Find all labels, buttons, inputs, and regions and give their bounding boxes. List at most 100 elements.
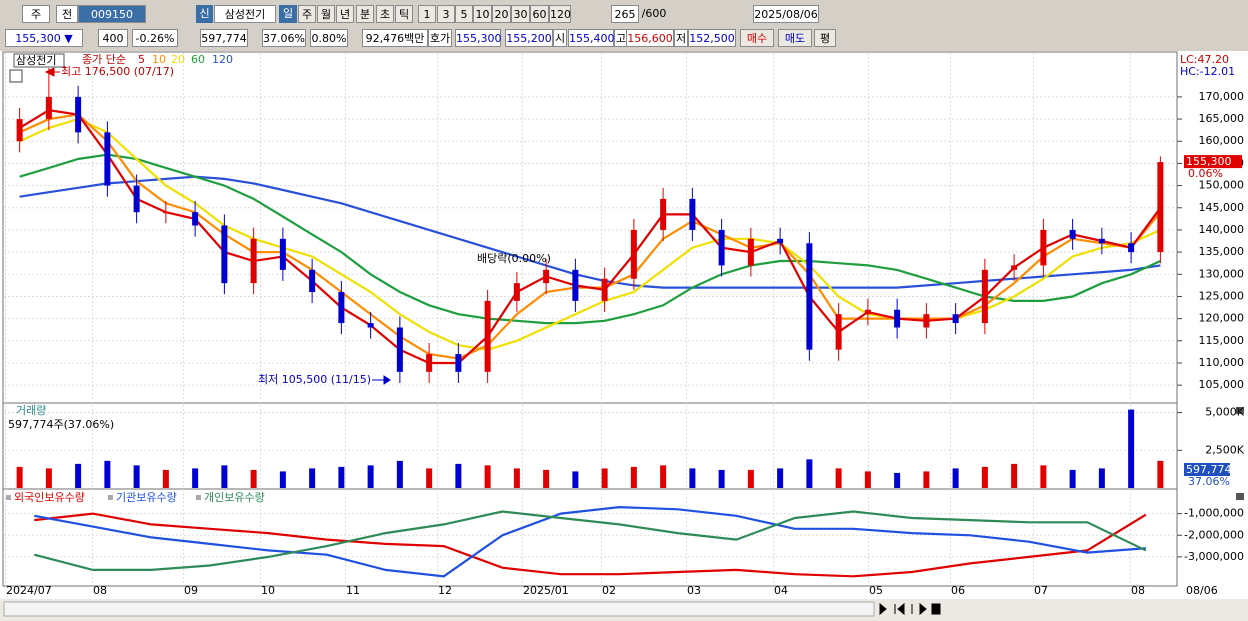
x-tick-label: 02 [602, 584, 616, 597]
volume-bar [835, 468, 842, 488]
series-line [34, 512, 1147, 578]
x-tick-label: 08/06 [1186, 584, 1218, 597]
legend-entry: 10 [152, 53, 166, 66]
volume-bar [367, 465, 374, 488]
toolbar-item: 0.80% [310, 29, 348, 47]
volume-bar [133, 465, 140, 488]
candle-body [630, 229, 637, 279]
volume-bar [484, 465, 491, 488]
x-tick-label: 11 [346, 584, 360, 597]
toolbar-item[interactable]: 매수 [740, 29, 774, 47]
toolbar-item[interactable]: 평 [814, 29, 836, 47]
toolbar-item[interactable]: 매도 [778, 29, 812, 47]
candle-body [45, 96, 52, 120]
toolbar-item[interactable]: 5 [455, 5, 473, 23]
toolbar-item[interactable]: 60 [530, 5, 549, 23]
volume-bar [660, 465, 667, 488]
candle-body [309, 269, 316, 293]
toolbar-item[interactable]: 틱 [395, 5, 413, 23]
toolbar-item[interactable]: 009150 [78, 5, 146, 23]
series-line [19, 109, 1162, 365]
low-arrow [372, 375, 391, 385]
toolbar-item: 호가 [428, 29, 452, 47]
toolbar-item: -0.26% [132, 29, 178, 47]
legend-swatch [196, 495, 201, 500]
volume-bar [104, 460, 111, 488]
toolbar-item[interactable]: 265 [611, 5, 639, 23]
lc-label: LC:47.20 [1180, 53, 1229, 66]
candle-body [484, 300, 491, 372]
candle-body [894, 309, 901, 328]
toolbar-item[interactable]: 주 [298, 5, 316, 23]
scroll-buttons[interactable] [879, 602, 941, 616]
annotation: 최저 105,500 (11/15) [258, 373, 371, 386]
toolbar-item: /600 [641, 7, 667, 20]
volume-bar [718, 469, 725, 488]
volume-bar [894, 472, 901, 488]
candle-body [513, 283, 520, 301]
toolbar-item[interactable]: 1 [418, 5, 436, 23]
volume-bar [75, 463, 82, 488]
last-price-box [1184, 155, 1242, 169]
volume-bar [162, 469, 169, 488]
toolbar-item: 92,476백만 [362, 29, 428, 47]
candle-body [718, 229, 725, 266]
x-tick-label: 09 [184, 584, 198, 597]
panel-button[interactable] [1236, 407, 1244, 414]
candle-body [747, 238, 754, 266]
toolbar-item[interactable]: 삼성전기 [214, 5, 276, 23]
toolbar-item[interactable]: 초 [376, 5, 394, 23]
scrollbar[interactable] [3, 601, 875, 617]
x-tick-label: 08 [1131, 584, 1145, 597]
volume-bar [221, 465, 228, 488]
toolbar-item[interactable]: 년 [336, 5, 354, 23]
volume-bar [45, 468, 52, 488]
toolbar-item: 152,500 [688, 29, 736, 47]
candle-body [1011, 265, 1018, 270]
table-icon[interactable] [9, 69, 23, 83]
x-tick-label: 10 [261, 584, 275, 597]
candle-body [192, 212, 199, 226]
candle-body [1098, 238, 1105, 244]
y-tick-label: 120,000 [1199, 312, 1245, 325]
y-tick-label: 2,500K [1205, 443, 1244, 456]
candle-body [1069, 229, 1076, 239]
candle-body [1040, 229, 1047, 266]
volume-bar [630, 466, 637, 488]
toolbar-item[interactable]: 주 [22, 5, 50, 23]
toolbar-item[interactable]: 일 [279, 5, 297, 23]
last-price: 155,300 [1186, 155, 1232, 168]
candle-body [16, 119, 23, 142]
toolbar-item: 155,300 [455, 29, 502, 47]
toolbar-item[interactable]: 10 [473, 5, 492, 23]
legend-entry: 개인보유수량 [204, 491, 265, 504]
toolbar-item[interactable]: 전 [56, 5, 78, 23]
y-tick-label: 170,000 [1199, 90, 1245, 103]
series-line [19, 175, 1161, 289]
candle-body [426, 354, 433, 372]
volume-bar [1040, 465, 1047, 488]
toolbar-item: 155,200 [505, 29, 553, 47]
last-change: 0.06% [1188, 167, 1223, 180]
toolbar-item[interactable]: 월 [317, 5, 335, 23]
toolbar-item[interactable]: 분 [356, 5, 374, 23]
candle-body [981, 269, 988, 324]
volume-bar [338, 466, 345, 488]
volume-bar [455, 463, 462, 488]
x-tick-label: 07 [1034, 584, 1048, 597]
x-tick-label: 05 [869, 584, 883, 597]
legend-entry: 기관보유수량 [116, 491, 177, 504]
y-tick-label: -2,000,000 [1184, 528, 1244, 541]
toolbar-item[interactable]: 20 [492, 5, 511, 23]
legend-entry: 120 [212, 53, 233, 66]
toolbar-item[interactable]: 30 [511, 5, 530, 23]
toolbar-item[interactable]: 2025/08/06 [753, 5, 819, 23]
toolbar-item[interactable]: 신 [196, 5, 213, 23]
holdings-panel [2, 488, 1178, 587]
candle-body [75, 96, 82, 133]
panel-button[interactable] [1236, 493, 1244, 500]
candle-body [543, 269, 550, 284]
toolbar-item[interactable]: 3 [437, 5, 455, 23]
toolbar-item[interactable]: 120 [549, 5, 571, 23]
